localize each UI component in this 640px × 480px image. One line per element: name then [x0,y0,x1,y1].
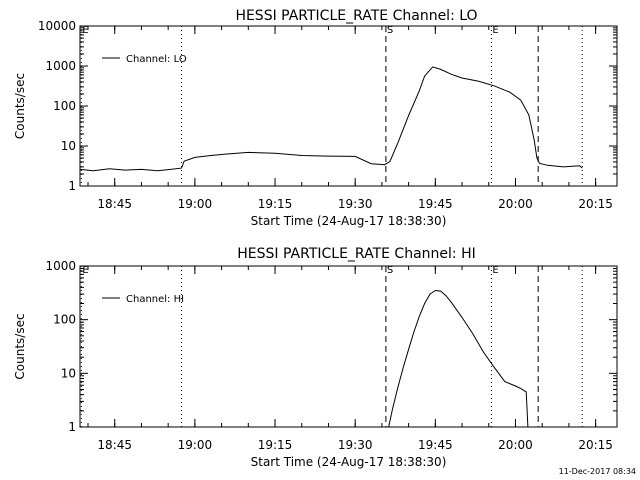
event-marker-label: E [82,25,88,36]
x-tick-label: 18:45 [97,438,132,452]
y-tick-label: 1 [68,179,76,193]
x-tick-label: 20:00 [498,197,533,211]
x-axis-label: Start Time (24-Aug-17 18:38:30) [251,214,447,228]
y-tick-label: 100 [53,99,76,113]
x-tick-label: 20:00 [498,438,533,452]
x-tick-label: 18:45 [97,197,132,211]
data-series-line [388,289,529,428]
event-marker-label: S [387,265,393,276]
footer-timestamp: 11-Dec-2017 08:34 [559,467,636,476]
chart-title: HESSI PARTICLE_RATE Channel: LO [235,8,477,24]
legend-label: Channel: LO [126,54,187,65]
chart-title: HESSI PARTICLE_RATE Channel: HI [237,246,475,262]
event-marker-label: E [492,25,498,36]
x-tick-label: 19:15 [258,438,293,452]
y-axis-label: Counts/sec [13,313,27,379]
x-tick-label: 19:45 [418,197,453,211]
y-tick-label: 1000 [45,59,76,73]
y-tick-label: 1000 [45,259,76,273]
legend-label: Channel: HI [126,294,184,305]
event-marker-label: E [82,265,88,276]
y-axis-label: Counts/sec [13,73,27,139]
x-tick-label: 19:30 [338,438,373,452]
plot-frame [79,265,618,428]
x-tick-label: 19:00 [178,438,213,452]
y-tick-label: 10000 [38,19,76,33]
y-tick-label: 100 [53,313,76,327]
y-tick-label: 10 [61,366,76,380]
event-marker-label: S [387,25,393,36]
x-tick-label: 19:30 [338,197,373,211]
plot-frame [79,25,618,187]
x-tick-label: 19:45 [418,438,453,452]
x-tick-label: 19:15 [258,197,293,211]
y-tick-label: 10 [61,139,76,153]
data-series-line [79,66,583,172]
event-marker-label: E [492,265,498,276]
x-tick-label: 19:00 [178,197,213,211]
x-tick-label: 20:15 [578,438,613,452]
x-tick-label: 20:15 [578,197,613,211]
y-tick-label: 1 [68,420,76,434]
x-axis-label: Start Time (24-Aug-17 18:38:30) [251,455,447,469]
